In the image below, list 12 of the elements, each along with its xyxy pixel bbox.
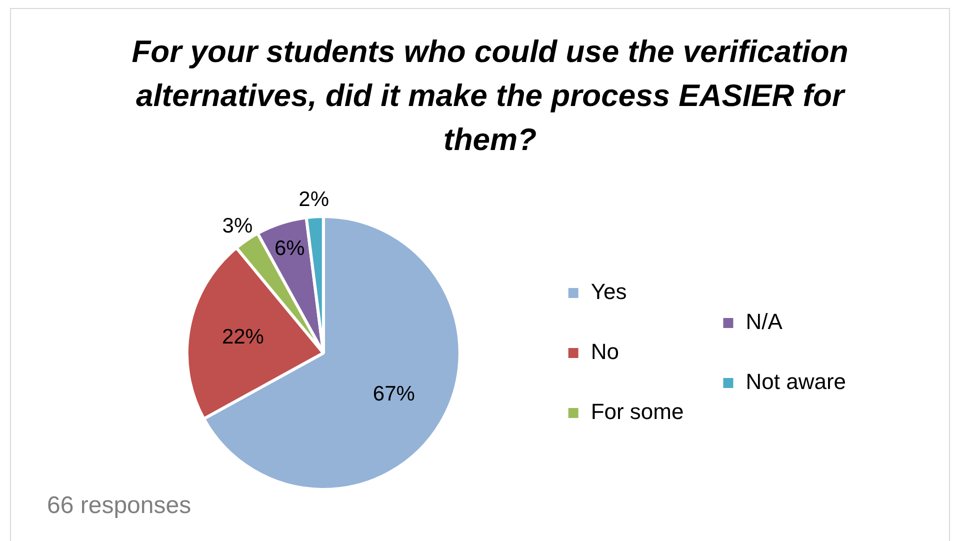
legend-label: Yes (590, 279, 627, 304)
text: 66 responses (47, 492, 192, 520)
legend-label: For some (590, 399, 684, 424)
chart-title: For your students who could use the verification alternatives, did it make the process EASIER for them? (130, 33, 850, 159)
data-label: 2% (298, 188, 329, 212)
data-label: 67% (372, 382, 415, 406)
data-label: 22% (222, 325, 264, 348)
legend-label: Not aware (746, 369, 846, 394)
legend-label: No (590, 339, 619, 364)
data-label: 6% (274, 236, 305, 260)
legend-label: N/A (746, 309, 783, 334)
data-label: 3% (222, 214, 253, 238)
